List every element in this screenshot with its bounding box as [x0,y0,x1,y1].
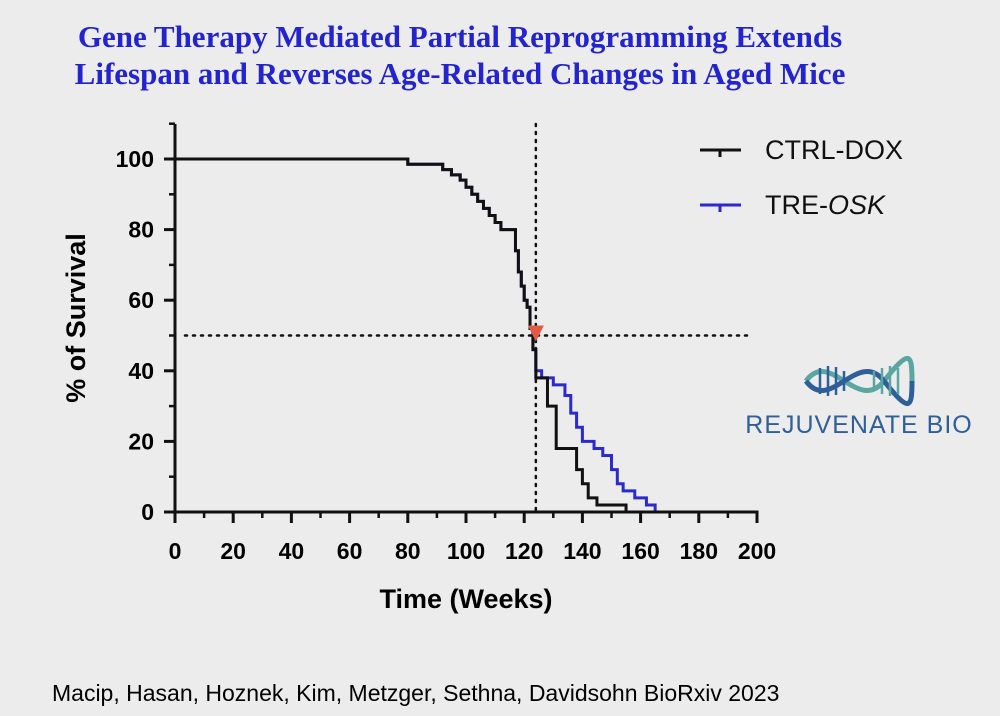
x-tick-label: 0 [169,538,182,564]
x-tick-label: 60 [337,538,363,564]
legend-label-prefix: CTRL-DOX [765,135,903,165]
x-tick-label: 180 [680,538,718,564]
series-line-tre-osk [175,157,657,512]
dna-helix-icon [803,356,915,406]
y-tick-label: 80 [128,217,154,243]
slide-title: Gene Therapy Mediated Partial Reprogramm… [0,18,920,92]
citation: Macip, Hasan, Hoznek, Kim, Metzger, Seth… [52,680,780,706]
median-marker-layer [527,325,544,342]
series-layer [174,157,657,513]
x-axis-label: Time (Weeks) [379,584,552,614]
y-tick-label: 100 [116,146,154,172]
x-tick-label: 200 [738,538,776,564]
x-tick-label: 160 [621,538,659,564]
reference-lines [183,122,752,514]
x-tick-label: 20 [220,538,246,564]
legend-label-suffix: OSK [828,190,886,220]
median-marker [527,325,544,342]
legend-label-prefix: TRE- [765,190,828,220]
y-axis-label: % of Survival [61,233,91,403]
y-tick-label: 40 [128,358,154,384]
title-line-2: Lifespan and Reverses Age-Related Change… [74,56,846,91]
x-tick-label: 100 [447,538,485,564]
title-line-1: Gene Therapy Mediated Partial Reprogramm… [77,19,843,54]
x-tick-label: 120 [505,538,543,564]
legend-label-ctrl-dox: CTRL-DOX [765,135,903,165]
x-tick-label: 80 [395,538,421,564]
rejuvenate-bio-logo: REJUVENATE BIO [728,356,990,446]
y-tick-label: 0 [141,499,154,525]
x-tick-label: 140 [563,538,601,564]
y-tick-label: 20 [128,428,154,454]
ticks: 0 20 40 60 80 100 120 140 160 180 200 0 20 40 60 80 100 [116,122,776,564]
x-tick-label: 40 [279,538,305,564]
y-tick-label: 60 [128,287,154,313]
legend: CTRL-DOX TRE-OSK [700,135,903,220]
logo-text: REJUVENATE BIO [745,411,973,439]
legend-label-tre-osk: TRE-OSK [765,190,886,220]
